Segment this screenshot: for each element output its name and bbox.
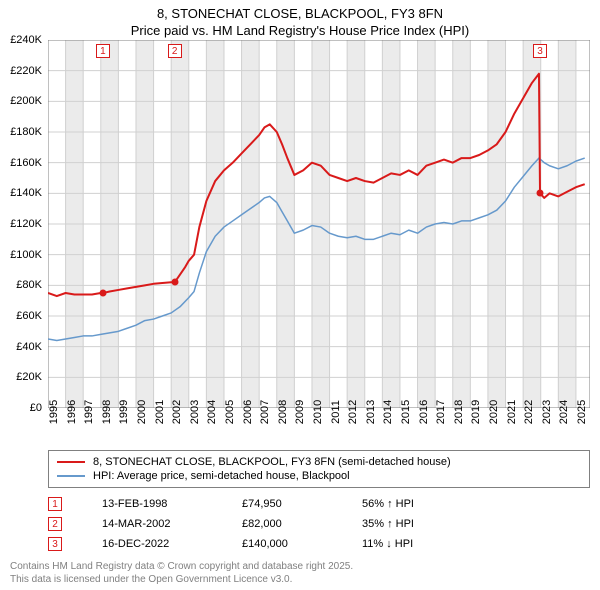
y-tick-label: £60K: [16, 310, 42, 322]
chart-sale-dot: [171, 279, 178, 286]
y-tick-label: £120K: [10, 218, 42, 230]
marker-number-box: 2: [48, 517, 62, 531]
x-tick-label: 1995: [48, 400, 60, 424]
x-tick-label: 2013: [365, 400, 377, 424]
x-tick-label: 2018: [453, 400, 465, 424]
y-tick-label: £180K: [10, 126, 42, 138]
marker-hpi-diff: 56% ↑ HPI: [362, 498, 414, 510]
x-tick-label: 2002: [171, 400, 183, 424]
marker-price: £74,950: [242, 498, 322, 510]
legend-item: 8, STONECHAT CLOSE, BLACKPOOL, FY3 8FN (…: [57, 455, 581, 469]
chart-sale-dot: [537, 190, 544, 197]
title-line1: 8, STONECHAT CLOSE, BLACKPOOL, FY3 8FN: [10, 6, 590, 21]
marker-hpi-diff: 35% ↑ HPI: [362, 518, 414, 530]
x-tick-label: 1997: [83, 400, 95, 424]
legend-label: 8, STONECHAT CLOSE, BLACKPOOL, FY3 8FN (…: [93, 456, 451, 468]
y-tick-label: £100K: [10, 249, 42, 261]
title-line2: Price paid vs. HM Land Registry's House …: [10, 23, 590, 38]
x-tick-label: 2024: [558, 400, 570, 424]
x-tick-label: 2010: [312, 400, 324, 424]
copyright-notice: Contains HM Land Registry data © Crown c…: [10, 560, 590, 586]
marker-number-box: 3: [48, 537, 62, 551]
chart-sale-marker: 3: [533, 44, 547, 58]
marker-price: £140,000: [242, 538, 322, 550]
chart-plot-area: 1 2 3: [48, 40, 590, 408]
chart-title-block: 8, STONECHAT CLOSE, BLACKPOOL, FY3 8FN P…: [0, 0, 600, 40]
chart-sale-dot: [99, 290, 106, 297]
x-tick-label: 2011: [330, 400, 342, 424]
x-tick-label: 2020: [488, 400, 500, 424]
y-tick-label: £140K: [10, 187, 42, 199]
y-tick-label: £160K: [10, 157, 42, 169]
legend-label: HPI: Average price, semi-detached house,…: [93, 470, 350, 482]
y-tick-label: £20K: [16, 371, 42, 383]
copyright-line2: This data is licensed under the Open Gov…: [10, 573, 590, 586]
legend-swatch: [57, 475, 85, 477]
x-tick-label: 2007: [259, 400, 271, 424]
copyright-line1: Contains HM Land Registry data © Crown c…: [10, 560, 590, 573]
x-tick-label: 2009: [294, 400, 306, 424]
y-tick-label: £80K: [16, 279, 42, 291]
legend: 8, STONECHAT CLOSE, BLACKPOOL, FY3 8FN (…: [48, 450, 590, 488]
y-tick-label: £40K: [16, 341, 42, 353]
chart-svg: [48, 40, 590, 408]
x-tick-label: 2012: [347, 400, 359, 424]
marker-number-box: 1: [48, 497, 62, 511]
x-tick-label: 2003: [189, 400, 201, 424]
x-axis-labels: 1995199619971998199920002001200220032004…: [48, 408, 590, 446]
x-tick-label: 2000: [136, 400, 148, 424]
x-tick-label: 2008: [277, 400, 289, 424]
y-tick-label: £200K: [10, 95, 42, 107]
y-tick-label: £220K: [10, 65, 42, 77]
legend-swatch: [57, 461, 85, 463]
x-tick-label: 2015: [400, 400, 412, 424]
x-tick-label: 2005: [224, 400, 236, 424]
x-tick-label: 1999: [118, 400, 130, 424]
x-tick-label: 2019: [470, 400, 482, 424]
y-axis-labels: £0£20K£40K£60K£80K£100K£120K£140K£160K£1…: [0, 40, 46, 408]
x-tick-label: 2004: [206, 400, 218, 424]
marker-hpi-diff: 11% ↓ HPI: [362, 538, 413, 550]
x-tick-label: 2025: [576, 400, 588, 424]
x-tick-label: 2022: [523, 400, 535, 424]
sales-markers-table: 1 13-FEB-1998 £74,950 56% ↑ HPI 2 14-MAR-2002…: [48, 494, 590, 554]
marker-table-row: 2 14-MAR-2002 £82,000 35% ↑ HPI: [48, 514, 590, 534]
x-tick-label: 1998: [101, 400, 113, 424]
legend-item: HPI: Average price, semi-detached house,…: [57, 469, 581, 483]
y-tick-label: £0: [30, 402, 42, 414]
chart-sale-marker: 2: [168, 44, 182, 58]
marker-price: £82,000: [242, 518, 322, 530]
x-tick-label: 2006: [242, 400, 254, 424]
x-tick-label: 2023: [541, 400, 553, 424]
marker-table-row: 1 13-FEB-1998 £74,950 56% ↑ HPI: [48, 494, 590, 514]
x-tick-label: 2001: [154, 400, 166, 424]
x-tick-label: 2021: [506, 400, 518, 424]
x-tick-label: 1996: [66, 400, 78, 424]
chart-sale-marker: 1: [96, 44, 110, 58]
marker-date: 16-DEC-2022: [102, 538, 202, 550]
y-tick-label: £240K: [10, 34, 42, 46]
marker-date: 14-MAR-2002: [102, 518, 202, 530]
x-tick-label: 2016: [418, 400, 430, 424]
marker-date: 13-FEB-1998: [102, 498, 202, 510]
x-tick-label: 2017: [435, 400, 447, 424]
x-tick-label: 2014: [382, 400, 394, 424]
marker-table-row: 3 16-DEC-2022 £140,000 11% ↓ HPI: [48, 534, 590, 554]
